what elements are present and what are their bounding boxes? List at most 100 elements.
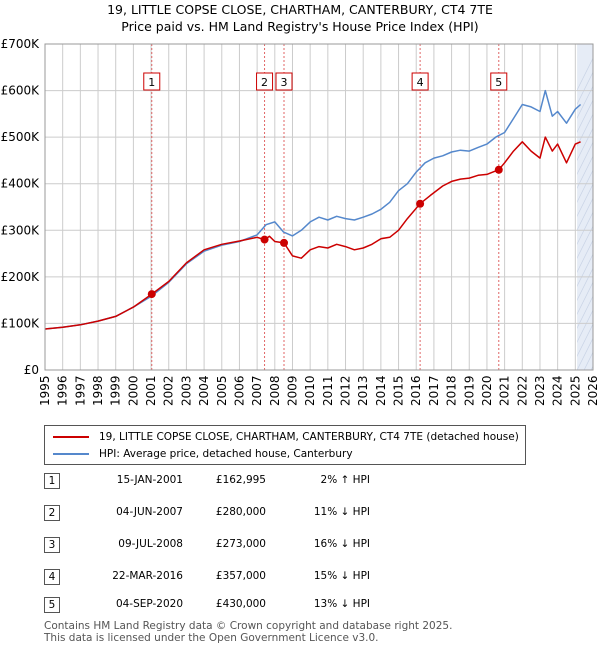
future-hatch-line: [577, 197, 594, 231]
x-tick-label: 2007: [250, 375, 264, 406]
sale-price: £430,000: [215, 598, 266, 610]
grid: [44, 43, 594, 371]
plot-frame: [44, 43, 594, 371]
chart-title: 19, LITTLE COPSE CLOSE, CHARTHAM, CANTER…: [107, 2, 493, 17]
sale-marker-box: [143, 72, 161, 91]
x-tick-label: 2003: [179, 375, 193, 406]
y-tick-label: £100K: [1, 316, 41, 330]
legend-label-property: 19, LITTLE COPSE CLOSE, CHARTHAM, CANTER…: [99, 431, 519, 443]
x-tick-label: 2004: [197, 375, 211, 406]
x-tick-label: 1995: [38, 375, 52, 406]
sale-marker-label: 2: [261, 76, 268, 89]
future-hatch-line: [577, 183, 594, 217]
x-tick-label: 2008: [268, 375, 282, 406]
x-tick-label: 2017: [427, 375, 441, 406]
x-tick-label: 2022: [515, 375, 529, 406]
sale-hpi-change: 11% ↓ HPI: [313, 506, 370, 518]
future-hatch-line: [577, 85, 594, 119]
series-lines: [44, 89, 582, 330]
chart-subtitle: Price paid vs. HM Land Registry's House …: [121, 19, 479, 34]
sale-date: 15-JAN-2001: [116, 474, 183, 486]
x-tick-label: 2009: [285, 375, 299, 406]
y-tick-label: £400K: [1, 177, 41, 191]
sale-hpi-change: 15% ↓ HPI: [313, 570, 370, 582]
sale-point: [147, 290, 156, 299]
x-axis-ticks: 1995 1996 1997 1998 1999 2000 2001 2002 2003 2004…: [38, 375, 600, 406]
sale-number-badge: 3: [44, 537, 60, 553]
legend-item-hpi: HPI: Average price, detached house, Cant…: [53, 448, 353, 460]
x-tick-label: 2014: [374, 375, 388, 406]
x-tick-label: 2006: [232, 375, 246, 406]
sale-point: [416, 199, 425, 208]
sale-point: [260, 235, 269, 244]
x-tick-label: 2023: [533, 375, 547, 406]
sale-marker-label: 1: [148, 76, 155, 89]
y-tick-label: £300K: [1, 223, 41, 237]
future-hatch-line: [577, 71, 594, 105]
sale-marker-box: [411, 72, 429, 91]
sale-price: £280,000: [215, 506, 266, 518]
x-tick-label: 2018: [445, 375, 459, 406]
sale-number-badge: 1: [44, 473, 60, 489]
x-tick-label: 1996: [56, 375, 70, 406]
x-tick-label: 2010: [303, 375, 317, 406]
sale-point: [494, 165, 503, 174]
y-tick-label: £0: [24, 363, 39, 377]
x-tick-label: 2026: [586, 375, 600, 406]
x-tick-label: 2002: [162, 375, 176, 406]
sale-date: 04-JUN-2007: [116, 506, 183, 518]
sale-number-badge: 2: [44, 505, 60, 521]
x-tick-label: 1997: [73, 375, 87, 406]
x-tick-label: 1998: [91, 375, 105, 406]
x-tick-label: 2025: [568, 375, 582, 406]
x-tick-label: 2024: [551, 375, 565, 406]
footer-copyright: Contains HM Land Registry data © Crown c…: [44, 620, 453, 632]
x-tick-label: 2019: [462, 375, 476, 406]
sale-marker-label: 4: [417, 76, 424, 89]
sale-number-badge: 5: [44, 597, 60, 613]
legend-swatch-hpi: [53, 453, 89, 455]
x-tick-label: 2001: [144, 375, 158, 406]
sale-date: 09-JUL-2008: [118, 538, 183, 550]
legend: 19, LITTLE COPSE CLOSE, CHARTHAM, CANTER…: [44, 425, 526, 465]
y-tick-label: £500K: [1, 130, 41, 144]
sale-number-badge: 4: [44, 569, 60, 585]
legend-swatch-property: [53, 436, 89, 438]
sale-marker-box: [490, 72, 508, 91]
x-tick-label: 2005: [215, 375, 229, 406]
sale-point: [279, 238, 288, 247]
x-tick-label: 2013: [356, 375, 370, 406]
x-tick-label: 2021: [498, 375, 512, 406]
sale-marker-box: [275, 72, 293, 91]
x-tick-label: 2000: [126, 375, 140, 406]
future-shade: [577, 44, 593, 370]
sale-marker-label: 5: [495, 76, 502, 89]
series-line-property: [44, 136, 581, 330]
sale-hpi-change: 2% ↑ HPI: [320, 474, 370, 486]
sale-date: 22-MAR-2016: [112, 570, 183, 582]
sale-price: £357,000: [215, 570, 266, 582]
future-hatch-line: [577, 309, 594, 343]
sale-points: [147, 165, 503, 299]
legend-item-property: 19, LITTLE COPSE CLOSE, CHARTHAM, CANTER…: [53, 431, 519, 443]
sale-marker-label: 3: [280, 76, 287, 89]
sale-hpi-change: 13% ↓ HPI: [313, 598, 370, 610]
x-tick-label: 1999: [109, 375, 123, 406]
footer-licence: This data is licensed under the Open Gov…: [44, 632, 379, 644]
sale-date: 04-SEP-2020: [115, 598, 183, 610]
x-tick-label: 2011: [321, 375, 335, 406]
y-axis-ticks: £0 £100K £200K £300K £400K £500K £600K £700K: [1, 37, 41, 377]
sale-price: £162,995: [215, 474, 266, 486]
y-tick-label: £200K: [1, 270, 41, 284]
y-tick-label: £600K: [1, 84, 41, 98]
sale-price: £273,000: [215, 538, 266, 550]
x-tick-label: 2020: [480, 375, 494, 406]
sale-marker-box: [256, 72, 274, 91]
x-tick-label: 2012: [339, 375, 353, 406]
series-line-hpi: [44, 89, 582, 330]
x-tick-label: 2016: [409, 375, 423, 406]
sale-hpi-change: 16% ↓ HPI: [313, 538, 370, 550]
future-hatch-line: [577, 295, 594, 329]
